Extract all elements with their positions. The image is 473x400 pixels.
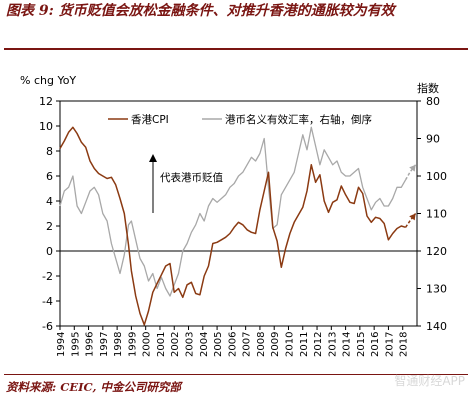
projection-line-hk-cpi — [404, 213, 417, 228]
y2-axis-label: 指数 — [417, 81, 439, 95]
x-tick-label: 2012 — [313, 332, 324, 357]
y2-tick-label: 130 — [426, 283, 447, 296]
y-tick-label: 4 — [46, 195, 53, 208]
y-tick-label: 10 — [39, 120, 53, 133]
x-tick-label: 2002 — [170, 332, 181, 357]
y2-tick-label: 110 — [426, 208, 447, 221]
x-tick-label: 2006 — [227, 332, 238, 357]
y-tick-label: 0 — [46, 245, 53, 258]
legend-label-cpi: 香港CPI — [131, 114, 169, 126]
x-tick-label: 2008 — [256, 332, 267, 357]
y-tick-label: 12 — [39, 95, 53, 108]
x-tick-label: 2016 — [370, 332, 381, 357]
x-tick-label: 1996 — [85, 332, 96, 357]
x-tick-label: 2010 — [284, 332, 295, 357]
y-tick-label: -4 — [42, 295, 53, 308]
watermark: 智通财经APP — [394, 374, 465, 388]
x-tick-label: 1998 — [113, 332, 124, 357]
y-ticks: -6 -4 -2 0 2 4 6 8 10 12 — [39, 95, 417, 333]
x-tick-label: 2011 — [299, 332, 310, 357]
x-tick-label: 2015 — [356, 332, 367, 357]
series-line-hk-cpi — [59, 126, 406, 326]
x-tick-label: 1997 — [99, 332, 110, 357]
y2-ticks: 80 90 100 110 120 130 140 — [417, 95, 447, 333]
x-tick-label: 2004 — [199, 332, 210, 357]
projection-arrowhead-hk-cpi — [409, 213, 416, 221]
series-layer — [59, 126, 417, 326]
y2-tick-label: 140 — [426, 320, 447, 333]
projection-line-hkd-neer — [404, 164, 417, 181]
chart-title: 图表 9: 货币贬值会放松金融条件、对推升香港的通胀较为有效 — [6, 3, 395, 19]
x-tick-label: 2017 — [384, 332, 395, 357]
y-tick-label: 2 — [46, 220, 53, 233]
plot-frame — [59, 100, 418, 327]
y-tick-label: 6 — [46, 170, 53, 183]
x-tick-label: 1995 — [70, 332, 81, 357]
source-rule — [4, 374, 468, 375]
y-tick-label: -6 — [42, 320, 53, 333]
source-note: 资料来源: CEIC, 中金公司研究部 — [6, 380, 182, 394]
x-tick-label: 1994 — [56, 332, 67, 357]
annotation-text: 代表港币贬值 — [160, 171, 223, 184]
y2-tick-label: 120 — [426, 245, 447, 258]
series-line-hkd-neer — [59, 126, 407, 297]
title-rule — [4, 48, 468, 50]
x-tick-label: 2000 — [142, 332, 153, 357]
y-tick-label: -2 — [42, 270, 53, 283]
y2-tick-label: 80 — [426, 95, 440, 108]
y2-tick-label: 90 — [426, 133, 440, 146]
y-axis-label: % chg YoY — [20, 74, 76, 87]
annotation-arrowhead — [149, 154, 157, 162]
x-tick-label: 2009 — [270, 332, 281, 357]
x-tick-label: 2001 — [156, 332, 167, 357]
x-tick-label: 2005 — [213, 332, 224, 357]
y-tick-label: 8 — [46, 145, 53, 158]
x-tick-label: 2018 — [399, 332, 410, 357]
x-tick-label: 2003 — [185, 332, 196, 357]
x-tick-label: 2013 — [327, 332, 338, 357]
legend-label-hkd: 港币名义有效汇率，右轴，倒序 — [225, 113, 372, 126]
x-tick-label: 1999 — [127, 332, 138, 357]
x-tick-label: 2007 — [242, 332, 253, 357]
projection-arrowhead-hkd-neer — [409, 164, 416, 172]
y2-tick-label: 100 — [426, 170, 447, 183]
x-ticks: 1994 1995 1996 1997 1998 1999 2000 2001 2002 2003… — [56, 326, 410, 357]
x-tick-label: 2014 — [342, 332, 353, 357]
